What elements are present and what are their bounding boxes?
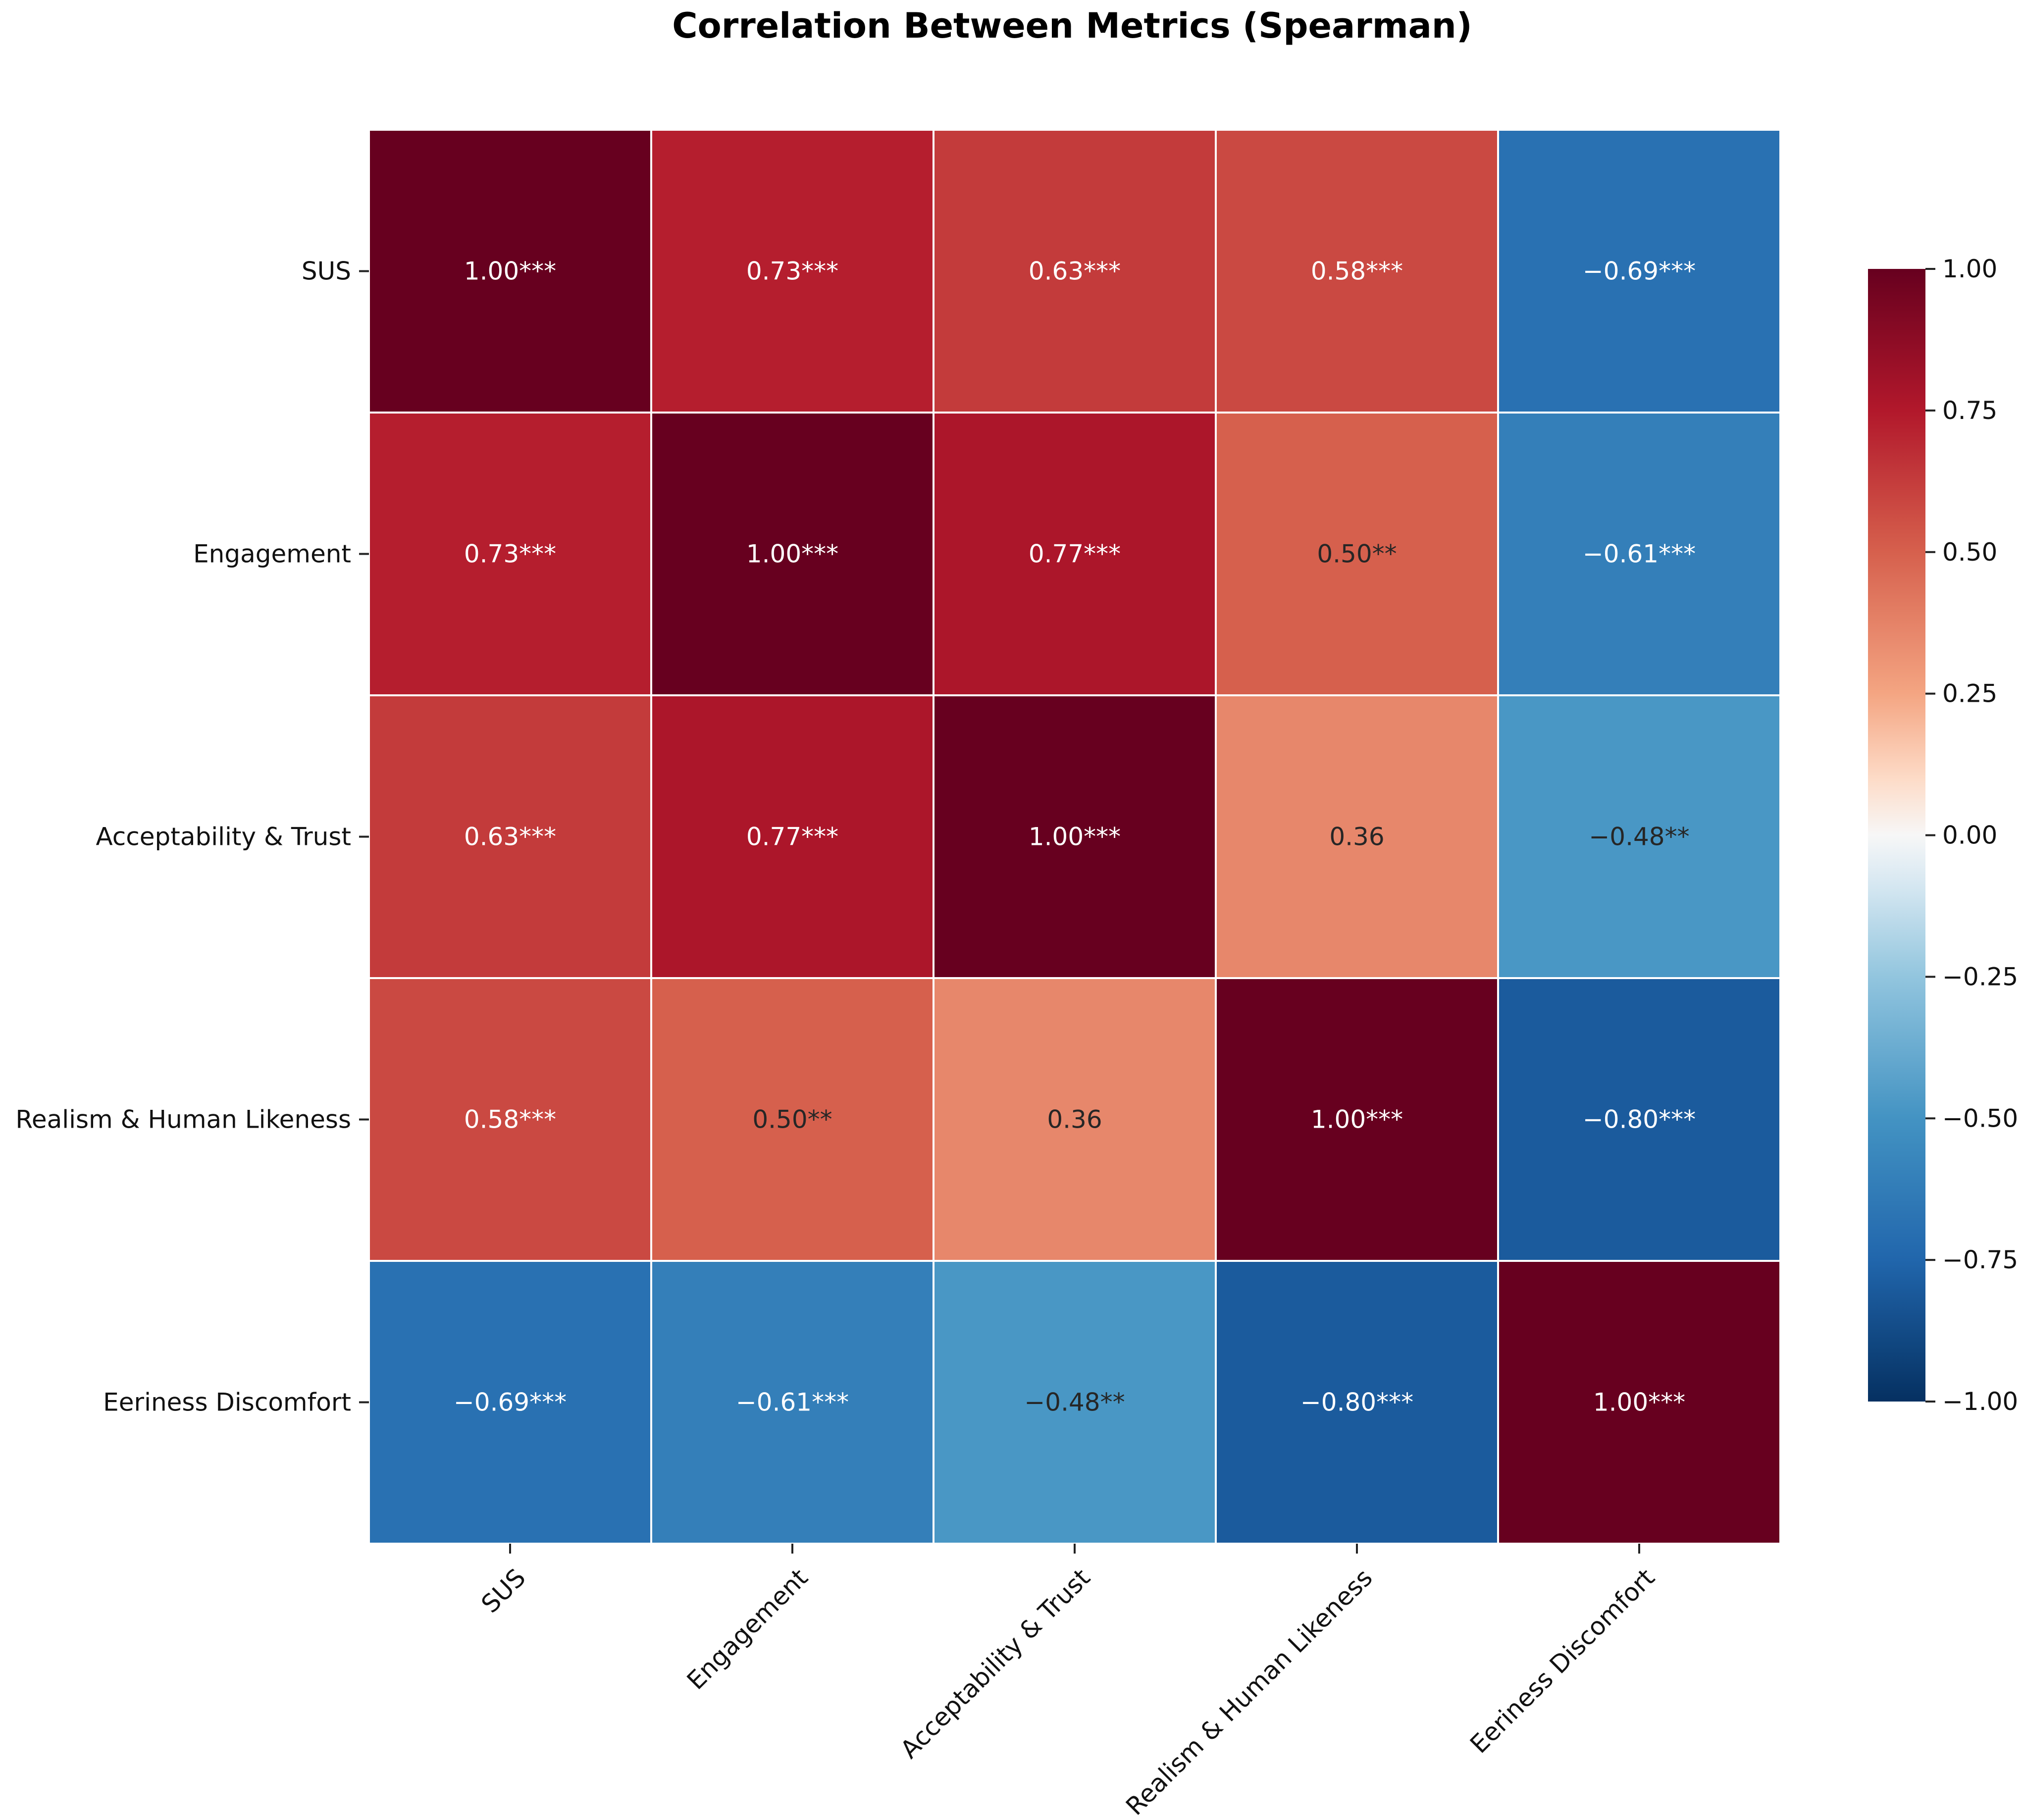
colorbar-tick-label-4: 0.00 [1942, 821, 1997, 850]
cell-annotation-r4-c3: −0.80*** [1300, 1388, 1413, 1417]
cell-annotation-r1-c2: 0.77*** [1029, 540, 1121, 569]
cell-annotation-r0-c2: 0.63*** [1029, 257, 1121, 286]
chart-title: Correlation Between Metrics (Spearman) [672, 5, 1472, 46]
x-tick-label-eeriness-discomfort: Eeriness Discomfort [1464, 1563, 1660, 1759]
colorbar-tick-label-8: −1.00 [1942, 1387, 2018, 1416]
heatmap-cell-r0-c0 [368, 129, 652, 414]
heatmap-cell-r4-c1 [650, 1260, 934, 1545]
heatmap-cell-r2-c2 [933, 694, 1217, 979]
cell-annotation-r2-c0: 0.63*** [464, 823, 556, 851]
cell-annotation-r3-c3: 1.00*** [1311, 1105, 1403, 1134]
heatmap-cell-r0-c4 [1497, 129, 1781, 414]
heatmap-cell-r1-c0 [368, 412, 652, 696]
x-tick-label-acceptability-and-trust: Acceptability & Trust [895, 1563, 1096, 1764]
colorbar-tick-label-3: 0.25 [1942, 679, 1997, 708]
colorbar: 1.00 0.75 0.50 0.25 0.00 −0.25 −0.50 −0.75 −1.00 [1868, 255, 2018, 1416]
colorbar-tick-label-2: 0.50 [1942, 538, 1997, 567]
heatmap-cell-r3-c3 [1215, 977, 1499, 1262]
colorbar-tick-label-1: 0.75 [1942, 396, 1997, 425]
x-tick-label-sus: SUS [476, 1563, 531, 1618]
cell-annotation-r4-c0: −0.69*** [454, 1388, 567, 1417]
x-axis: SUS Engagement Acceptability & Trust Realis… [476, 1544, 1660, 1820]
y-axis: SUS Engagement Acceptability & Trust Realis… [15, 257, 369, 1417]
heatmap-cell-r3-c2 [933, 977, 1217, 1262]
colorbar-gradient [1868, 269, 1925, 1402]
cell-annotation-r0-c1: 0.73*** [746, 257, 838, 286]
heatmap-cell-r0-c2 [933, 129, 1217, 414]
colorbar-tick-label-5: −0.25 [1942, 962, 2018, 991]
cell-annotations: 1.00*** 0.73*** 0.63*** 0.58*** −0.69*** 0.73… [454, 257, 1696, 1417]
cell-annotation-r4-c2: −0.48** [1024, 1388, 1125, 1417]
colorbar-tick-label-6: −0.50 [1942, 1104, 2018, 1133]
heatmap-cell-r4-c2 [933, 1260, 1217, 1545]
cell-annotation-r1-c3: 0.50** [1317, 540, 1397, 569]
heatmap-cell-r3-c4 [1497, 977, 1781, 1262]
colorbar-tick-label-0: 1.00 [1942, 255, 1997, 283]
y-tick-label-sus: SUS [302, 257, 351, 286]
cell-annotation-r0-c4: −0.69*** [1583, 257, 1696, 286]
x-tick-label-engagement: Engagement [681, 1563, 814, 1695]
cell-annotation-r1-c4: −0.61*** [1583, 540, 1696, 569]
cell-annotation-r3-c2: 0.36 [1047, 1105, 1102, 1134]
cell-annotation-r3-c1: 0.50** [752, 1105, 832, 1134]
cell-annotation-r4-c1: −0.61*** [736, 1388, 849, 1417]
cell-annotation-r2-c4: −0.48** [1589, 823, 1689, 851]
y-tick-label-realism-and-human-likeness: Realism & Human Likeness [15, 1105, 351, 1134]
heatmap-cells [368, 129, 1781, 1545]
cell-annotation-r3-c4: −0.80*** [1583, 1105, 1696, 1134]
heatmap-cell-r1-c4 [1497, 412, 1781, 696]
heatmap-cell-r2-c1 [650, 694, 934, 979]
y-tick-label-engagement: Engagement [193, 540, 351, 569]
y-tick-label-acceptability-and-trust: Acceptability & Trust [96, 823, 351, 851]
heatmap-cell-r3-c1 [650, 977, 934, 1262]
heatmap-cell-r0-c3 [1215, 129, 1499, 414]
heatmap-cell-r2-c4 [1497, 694, 1781, 979]
x-tick-label-realism-and-human-likeness: Realism & Human Likeness [1120, 1563, 1378, 1820]
heatmap-cell-r2-c3 [1215, 694, 1499, 979]
cell-annotation-r2-c2: 1.00*** [1029, 823, 1121, 851]
cell-annotation-r2-c1: 0.77*** [746, 823, 838, 851]
y-tick-label-eeriness-discomfort: Eeriness Discomfort [103, 1388, 351, 1417]
cell-annotation-r0-c3: 0.58*** [1311, 257, 1403, 286]
cell-annotation-r4-c4: 1.00*** [1593, 1388, 1685, 1417]
heatmap-cell-r1-c2 [933, 412, 1217, 696]
heatmap-cell-r0-c1 [650, 129, 934, 414]
cell-annotation-r1-c1: 1.00*** [746, 540, 838, 569]
colorbar-tick-label-7: −0.75 [1942, 1246, 2018, 1274]
cell-annotation-r1-c0: 0.73*** [464, 540, 556, 569]
heatmap-cell-r4-c0 [368, 1260, 652, 1545]
cell-annotation-r2-c3: 0.36 [1329, 823, 1384, 851]
heatmap-cell-r4-c4 [1497, 1260, 1781, 1545]
cell-annotation-r0-c0: 1.00*** [464, 257, 556, 286]
cell-annotation-r3-c0: 0.58*** [464, 1105, 556, 1134]
